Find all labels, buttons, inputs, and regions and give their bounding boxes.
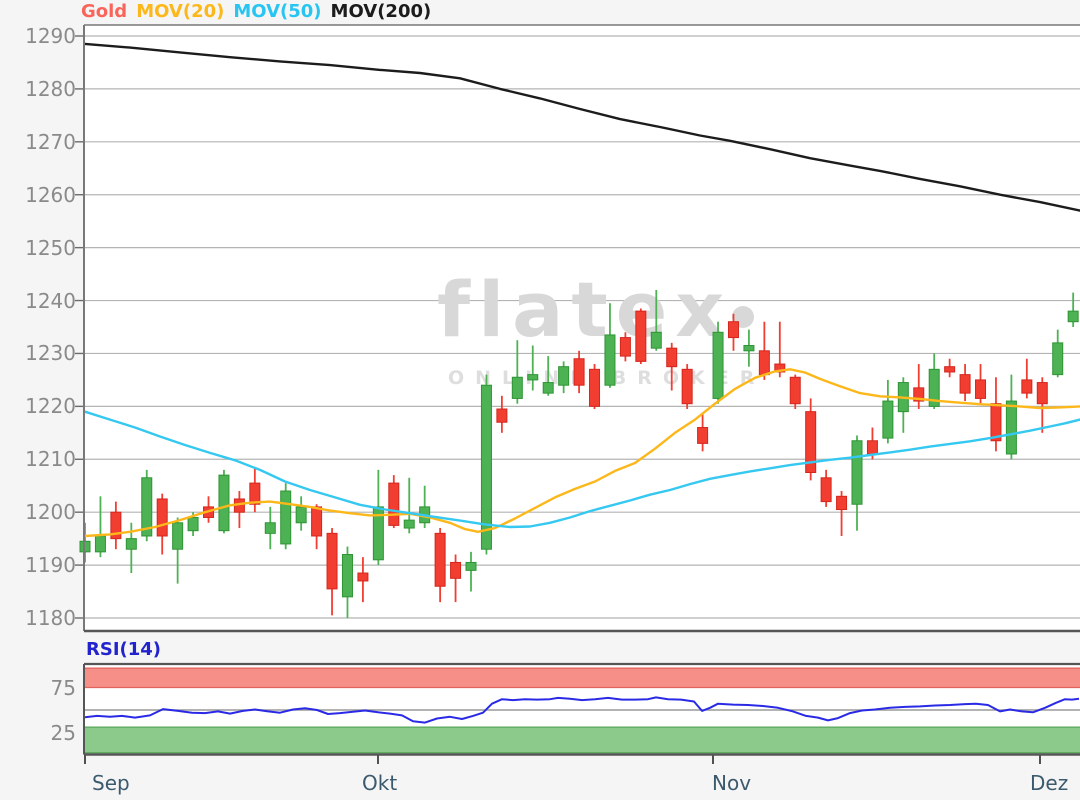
legend-item-mov20: MOV(20) bbox=[136, 1, 225, 22]
ma-line-mov50 bbox=[83, 410, 1080, 529]
price-tick-label: 1260 bbox=[25, 182, 76, 207]
price-tick-label: 1230 bbox=[25, 341, 76, 366]
legend-item-gold: Gold bbox=[81, 1, 128, 22]
candle bbox=[743, 329, 755, 367]
candle bbox=[465, 551, 477, 592]
candle bbox=[542, 356, 554, 396]
candle bbox=[311, 504, 323, 550]
watermark-brand: flatex bbox=[437, 265, 732, 354]
candle bbox=[589, 364, 601, 410]
candle bbox=[1036, 377, 1048, 433]
price-tick-label: 1270 bbox=[25, 129, 76, 154]
ma-line-mov20 bbox=[83, 368, 1080, 538]
candle bbox=[434, 528, 446, 603]
watermark: flatex ONLINE BROKER bbox=[437, 265, 765, 389]
candle bbox=[249, 467, 261, 513]
candle bbox=[789, 374, 801, 410]
candle bbox=[836, 491, 848, 536]
ma-line-mov200 bbox=[83, 42, 1080, 212]
candle bbox=[712, 321, 724, 404]
legend-item-mov200: MOV(200) bbox=[330, 1, 432, 22]
candle bbox=[388, 475, 400, 529]
price-tick-label: 1210 bbox=[25, 447, 76, 472]
candle bbox=[527, 345, 539, 391]
price-tick-label: 1200 bbox=[25, 500, 76, 525]
price-gridlines bbox=[75, 35, 1080, 619]
candle bbox=[403, 477, 415, 534]
candle bbox=[372, 469, 384, 566]
candle bbox=[341, 546, 353, 618]
month-label-sep: Sep bbox=[92, 771, 130, 795]
candle bbox=[882, 379, 894, 444]
candle bbox=[805, 398, 817, 481]
candle bbox=[635, 308, 647, 365]
legend-item-mov50: MOV(50) bbox=[233, 1, 322, 22]
rsi-bands bbox=[84, 667, 1080, 754]
price-tick-label: 1180 bbox=[25, 605, 76, 630]
candle bbox=[820, 469, 832, 507]
rsi-tick-label: 25 bbox=[50, 720, 76, 745]
rsi-band-oversold bbox=[84, 727, 1080, 753]
candle bbox=[727, 313, 739, 351]
month-label-dez: Dez bbox=[1030, 771, 1069, 795]
candlestick-series bbox=[79, 289, 1079, 618]
candle bbox=[1052, 329, 1064, 378]
candle bbox=[172, 517, 184, 584]
candle bbox=[944, 358, 956, 378]
month-label-nov: Nov bbox=[712, 771, 752, 795]
candle bbox=[959, 364, 971, 402]
candle bbox=[573, 350, 585, 394]
candle bbox=[110, 501, 122, 550]
candle bbox=[851, 435, 863, 531]
candle bbox=[681, 364, 693, 410]
candle bbox=[480, 374, 492, 555]
candle bbox=[1021, 358, 1033, 399]
candle bbox=[357, 557, 369, 603]
candle bbox=[1067, 292, 1079, 327]
candle bbox=[558, 361, 570, 394]
candle bbox=[913, 364, 925, 410]
rsi-tick-label: 75 bbox=[50, 675, 76, 700]
price-plot-background bbox=[84, 25, 1080, 631]
price-tick-label: 1280 bbox=[25, 76, 76, 101]
rsi-indicator-label: RSI(14) bbox=[86, 639, 162, 660]
candle bbox=[666, 342, 678, 391]
candle bbox=[218, 469, 230, 534]
candle bbox=[264, 506, 276, 550]
chart-legend: Gold MOV(20) MOV(50) MOV(200) bbox=[81, 1, 431, 23]
candle bbox=[650, 289, 662, 351]
candle bbox=[496, 395, 508, 433]
candle bbox=[697, 414, 709, 452]
panel-frames bbox=[83, 24, 1080, 756]
rsi-band-overbought bbox=[84, 668, 1080, 688]
candle bbox=[619, 332, 631, 362]
candle bbox=[990, 377, 1002, 452]
candle bbox=[975, 364, 987, 404]
candle bbox=[511, 340, 523, 404]
candle bbox=[141, 469, 153, 542]
candle bbox=[326, 528, 338, 616]
price-tick-label: 1290 bbox=[25, 24, 76, 48]
candle bbox=[450, 554, 462, 603]
time-axis-ticks bbox=[84, 755, 1041, 764]
price-tick-label: 1240 bbox=[25, 288, 76, 313]
month-label-okt: Okt bbox=[362, 771, 398, 795]
candle bbox=[280, 483, 292, 550]
rsi-line bbox=[84, 696, 1080, 724]
candle bbox=[1005, 374, 1017, 460]
watermark-tagline: ONLINE BROKER bbox=[448, 367, 765, 389]
candle bbox=[774, 321, 786, 378]
price-tick-label: 1220 bbox=[25, 394, 76, 419]
price-tick-label: 1250 bbox=[25, 235, 76, 260]
price-tick-label: 1190 bbox=[25, 553, 76, 578]
candle bbox=[604, 303, 616, 388]
